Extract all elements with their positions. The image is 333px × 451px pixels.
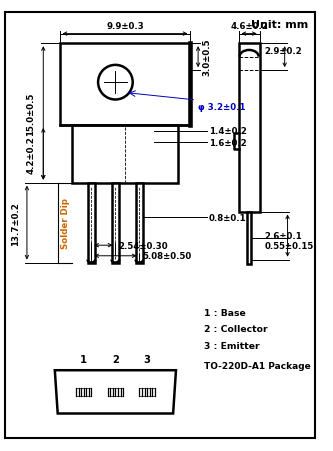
Text: 3 : Emitter: 3 : Emitter — [204, 341, 259, 350]
Text: TO-220D-A1 Package: TO-220D-A1 Package — [204, 361, 311, 370]
Bar — [72, 126, 178, 183]
Text: 9.9±0.3: 9.9±0.3 — [106, 22, 144, 31]
Text: 0.55±0.15: 0.55±0.15 — [264, 242, 314, 251]
Text: 3: 3 — [144, 354, 151, 365]
Text: 1.6±0.2: 1.6±0.2 — [209, 138, 246, 147]
Text: 1 : Base: 1 : Base — [204, 308, 246, 318]
Text: 4.2±0.2: 4.2±0.2 — [26, 136, 35, 173]
Text: 15.0±0.5: 15.0±0.5 — [26, 92, 35, 135]
Text: 2 : Collector: 2 : Collector — [204, 325, 267, 334]
Text: 2.6±0.1: 2.6±0.1 — [264, 231, 302, 240]
Bar — [60, 44, 190, 126]
Text: 4.6±0.2: 4.6±0.2 — [230, 22, 268, 31]
Text: φ 3.2±0.1: φ 3.2±0.1 — [198, 103, 246, 112]
Text: 1: 1 — [80, 354, 87, 365]
Text: 1.4±0.2: 1.4±0.2 — [209, 127, 246, 136]
Bar — [136, 183, 143, 263]
Text: 3.0±0.5: 3.0±0.5 — [202, 39, 211, 76]
Text: 2: 2 — [112, 354, 119, 365]
Text: 5.08±0.50: 5.08±0.50 — [142, 252, 191, 261]
Bar — [247, 212, 251, 265]
Text: 13.7±0.2: 13.7±0.2 — [11, 201, 20, 245]
Bar — [112, 183, 119, 263]
Text: 2.54±0.30: 2.54±0.30 — [118, 241, 168, 250]
Text: 2.9±0.2: 2.9±0.2 — [264, 46, 302, 55]
Text: 0.8±0.1: 0.8±0.1 — [209, 213, 246, 222]
Polygon shape — [55, 370, 176, 414]
Bar — [88, 183, 95, 263]
Bar — [238, 44, 260, 212]
Text: Solder Dip: Solder Dip — [61, 198, 70, 249]
Text: Unit: mm: Unit: mm — [250, 20, 308, 30]
